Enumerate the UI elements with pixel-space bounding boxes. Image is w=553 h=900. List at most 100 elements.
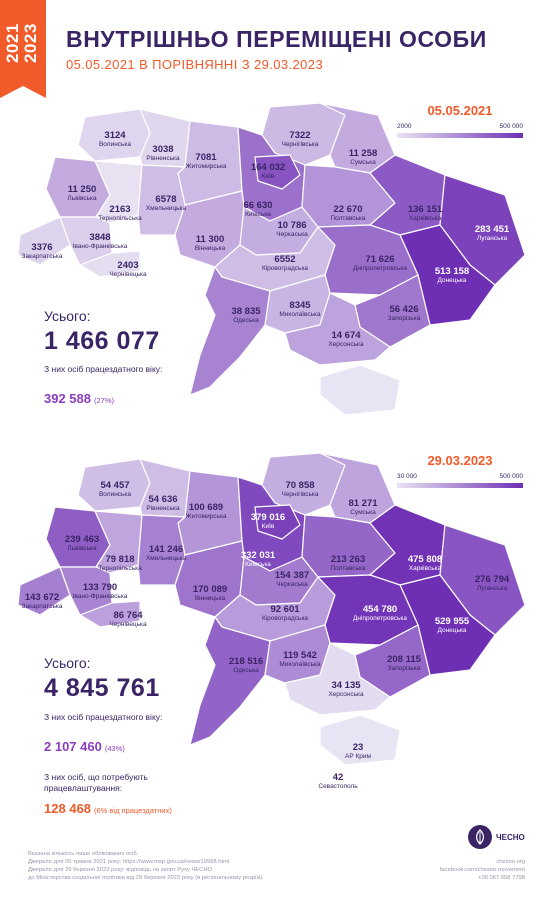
region-name: Черкаська <box>276 230 308 238</box>
region-value: 239 463 <box>64 534 100 545</box>
footer-site[interactable]: chesno.org <box>496 859 525 865</box>
region-label: 86 764 Чернівецька <box>109 611 146 628</box>
region-label: 119 542 Миколаївська <box>279 651 320 668</box>
region-name: Тернопільська <box>98 564 142 572</box>
total-2023-label: Усього: <box>44 655 91 671</box>
region-label: 276 794 Луганська <box>475 575 509 592</box>
legend-2021-gradient <box>397 133 523 138</box>
region-label: 3376 Закарпатська <box>22 243 63 260</box>
region-value: 213 263 <box>330 554 366 565</box>
region-value: 170 089 <box>192 584 228 595</box>
region-shape-zak <box>17 216 71 266</box>
region-shape-chern <box>79 600 141 628</box>
region-label: 11 300 Вінницька <box>195 235 225 252</box>
region-name: Черкаська <box>276 580 308 588</box>
footer-note-2: Джерело для 05 травня 2021 року: https:/… <box>28 859 230 865</box>
year-ribbon-text: 2021 2023 <box>3 8 42 78</box>
region-label: 81 271 Сумська <box>348 499 377 516</box>
region-shape-crimea <box>319 364 401 415</box>
region-name: Чернівецька <box>109 270 147 278</box>
region-name: Кіровоградська <box>261 614 309 622</box>
region-value: 100 689 <box>188 502 224 513</box>
region-label: 10 786 Черкаська <box>276 221 307 238</box>
region-value: 70 858 <box>285 480 315 491</box>
total-2021-value: 1 466 077 <box>44 327 160 355</box>
employ-2023-label: З них осіб, що потребують працевлаштуван… <box>44 772 148 793</box>
region-name: Сумська <box>350 508 376 516</box>
legend-2021-min: 2000 <box>397 123 412 130</box>
region-name: Харківська <box>408 214 442 222</box>
footer-note-4: до Міністерства соціальної політики від … <box>28 875 264 881</box>
region-value: 454 780 <box>362 604 398 615</box>
region-name: Херсонська <box>328 690 364 698</box>
legend-2021-max: 500 000 <box>499 123 524 130</box>
region-label: 34 135 Херсонська <box>328 681 363 698</box>
region-value: 38 835 <box>231 306 261 317</box>
legend-2023-min: 30 000 <box>397 473 417 480</box>
region-label: 54 457 Волинська <box>99 481 131 498</box>
region-label: 7322 Чернігівська <box>281 131 318 148</box>
region-label: 239 463 Львівська <box>65 535 99 552</box>
region-name: Севастополь <box>318 782 358 790</box>
brand-name: ЧЕСНО <box>496 833 525 842</box>
region-value: 34 135 <box>331 680 361 691</box>
region-shape-chern <box>79 250 141 278</box>
working-2023-label: З них осіб працездатного віку: <box>44 712 163 722</box>
map-2021-shapes <box>17 102 526 415</box>
region-label: 66 630 Київська <box>243 201 272 218</box>
region-name: Тернопільська <box>98 214 142 222</box>
region-label: 213 263 Полтавська <box>330 555 365 572</box>
employ-2023-pct: (6% від працездатних) <box>94 806 172 815</box>
region-value: 154 387 <box>274 570 310 581</box>
region-label: 2403 Чернівецька <box>109 261 146 278</box>
ribbon-year-top: 2021 <box>3 23 22 63</box>
region-label: 513 158 Донецька <box>435 267 469 284</box>
region-label: 79 818 Тернопільська <box>98 555 141 572</box>
region-name: Дніпропетровська <box>353 264 407 272</box>
total-2023-value: 4 845 761 <box>44 674 160 702</box>
region-label: 164 032 Київ <box>251 163 285 180</box>
region-value: 3376 <box>31 242 53 253</box>
region-label: 71 626 Дніпропетровська <box>353 255 407 272</box>
region-name: Чернігівська <box>281 490 319 498</box>
region-name: Київська <box>245 560 271 568</box>
region-value: 6552 <box>274 254 296 265</box>
region-name: Хмельницька <box>145 204 187 212</box>
region-name: Полтавська <box>330 214 366 222</box>
region-label: 7081 Житомирська <box>185 153 226 170</box>
region-label: 170 089 Вінницька <box>193 585 227 602</box>
region-value: 11 300 <box>195 234 225 245</box>
region-label: 136 151 Харківська <box>408 205 442 222</box>
region-value: 66 630 <box>243 200 273 211</box>
region-name: Волинська <box>98 140 132 148</box>
region-name: Одеська <box>233 316 259 324</box>
region-name: Дніпропетровська <box>353 614 407 622</box>
region-name: Вінницька <box>194 244 226 252</box>
region-label: 2163 Тернопільська <box>98 205 141 222</box>
region-label: 3124 Волинська <box>99 131 131 148</box>
footer-facebook[interactable]: facebook.com/chesno.movement <box>439 867 525 873</box>
region-shape-zak <box>17 566 71 616</box>
region-value: 283 451 <box>474 224 510 235</box>
region-name: Запорізька <box>387 664 421 672</box>
region-shape-odesa <box>189 616 271 746</box>
region-label: 6552 Кіровоградська <box>262 255 308 272</box>
region-name: Вінницька <box>194 594 226 602</box>
region-name: Сумська <box>350 158 376 166</box>
region-name: АР Крим <box>345 752 371 760</box>
region-shape-kher <box>284 642 391 716</box>
working-2023: 2 107 460 (43%) <box>44 738 125 756</box>
region-label: 11 258 Сумська <box>349 149 378 166</box>
region-name: Чернігівська <box>281 140 319 148</box>
region-label: 454 780 Дніпропетровська <box>353 605 407 622</box>
working-2023-pct: (43%) <box>104 744 125 753</box>
region-value: 513 158 <box>434 266 470 277</box>
region-label: 54 636 Рівненська <box>146 495 179 512</box>
region-value: 276 794 <box>474 574 510 585</box>
region-name: Кіровоградська <box>261 264 309 272</box>
region-value: 164 032 <box>250 162 286 173</box>
region-value: 3038 <box>152 144 174 155</box>
region-value: 11 258 <box>348 148 378 159</box>
region-name: Рівненська <box>146 154 180 162</box>
